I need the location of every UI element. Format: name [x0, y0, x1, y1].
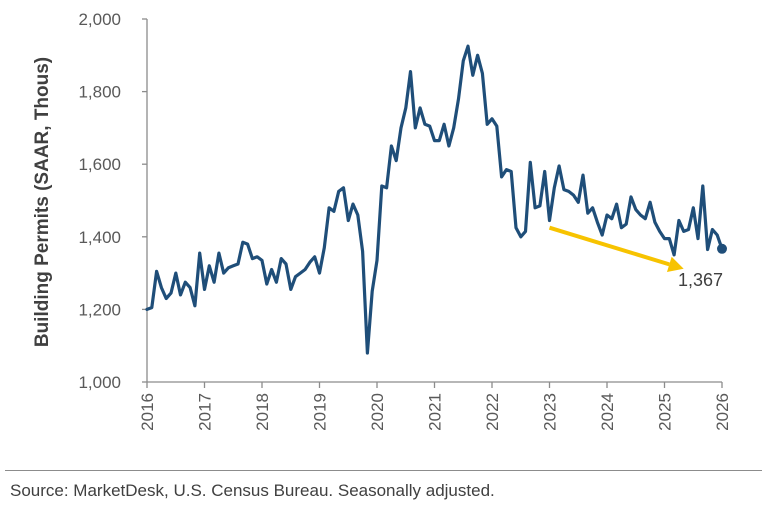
x-tick-label: 2021	[426, 393, 445, 431]
y-tick-label: 1,000	[78, 373, 121, 392]
x-tick-label: 2018	[253, 393, 272, 431]
y-tick-label: 1,400	[78, 228, 121, 247]
x-tick-label: 2020	[368, 393, 387, 431]
x-tick-label: 2024	[598, 393, 617, 431]
x-tick-label: 2026	[713, 393, 732, 431]
footer-divider	[5, 470, 762, 471]
trend-arrow-shaft	[548, 225, 670, 267]
y-tick-label: 2,000	[78, 10, 121, 29]
end-value-label: 1,367	[678, 270, 723, 290]
x-tick-label: 2022	[483, 393, 502, 431]
x-tick-label: 2019	[311, 393, 330, 431]
y-tick-label: 1,800	[78, 83, 121, 102]
y-tick-label: 1,600	[78, 155, 121, 174]
y-axis-title: Building Permits (SAAR, Thous)	[32, 57, 53, 347]
trend-arrow-head	[666, 256, 684, 273]
trend-arrow	[548, 225, 684, 273]
building-permits-line	[145, 44, 724, 355]
x-tick-label: 2017	[196, 393, 215, 431]
x-axis: 2016 2017 2018 2019 2020 2021 2022 2023 2024 2025…	[138, 381, 732, 431]
x-tick-label: 2025	[656, 393, 675, 431]
x-tick-label: 2016	[138, 393, 157, 431]
y-tick-label: 1,200	[78, 300, 121, 319]
source-note: Source: MarketDesk, U.S. Census Bureau. …	[10, 481, 495, 500]
end-point-marker	[717, 243, 727, 254]
x-tick-label: 2023	[541, 393, 560, 431]
y-axis: 1,000 1,200 1,400 1,600 1,800 2,000	[78, 10, 148, 392]
